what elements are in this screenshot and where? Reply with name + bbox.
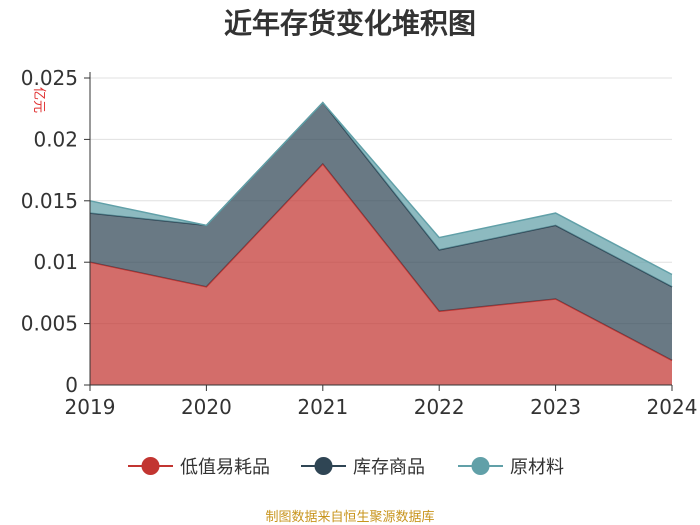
legend-marker [141, 457, 160, 475]
legend-label: 低值易耗品 [180, 457, 270, 478]
x-tick-label: 2019 [65, 395, 116, 419]
x-tick-label: 2021 [297, 395, 348, 419]
y-unit-label: 亿元 [31, 87, 46, 113]
x-tick-label: 2020 [181, 395, 232, 419]
series-line-2 [89, 101, 673, 276]
area-series [89, 101, 673, 385]
y-tick-label: 0.005 [21, 312, 78, 336]
area-series-0 [90, 164, 672, 385]
y-tick-label: 0.01 [33, 250, 78, 274]
source-note: 制图数据来自恒生聚源数据库 [265, 509, 434, 525]
y-tick-label: 0.025 [21, 66, 78, 90]
y-tick-label: 0 [65, 373, 78, 397]
y-tick-label: 0.02 [33, 127, 78, 151]
legend-label: 原材料 [510, 457, 564, 478]
x-tick-label: 2024 [647, 395, 698, 419]
y-tick-label: 0.015 [21, 189, 78, 213]
legend-label: 库存商品 [353, 457, 425, 478]
legend-marker [471, 457, 490, 475]
axes: 0 0.005 0.01 0.015 0.02 0.025 2019 2020 2021 2022… [21, 66, 698, 419]
x-tick-label: 2023 [530, 395, 581, 419]
legend-marker [314, 457, 333, 475]
chart-title: 近年存货变化堆积图 [224, 7, 476, 40]
x-tick-label: 2022 [414, 395, 465, 419]
area-series-1 [90, 102, 672, 361]
legend: 低值易耗品 库存商品 原材料 [128, 457, 564, 478]
